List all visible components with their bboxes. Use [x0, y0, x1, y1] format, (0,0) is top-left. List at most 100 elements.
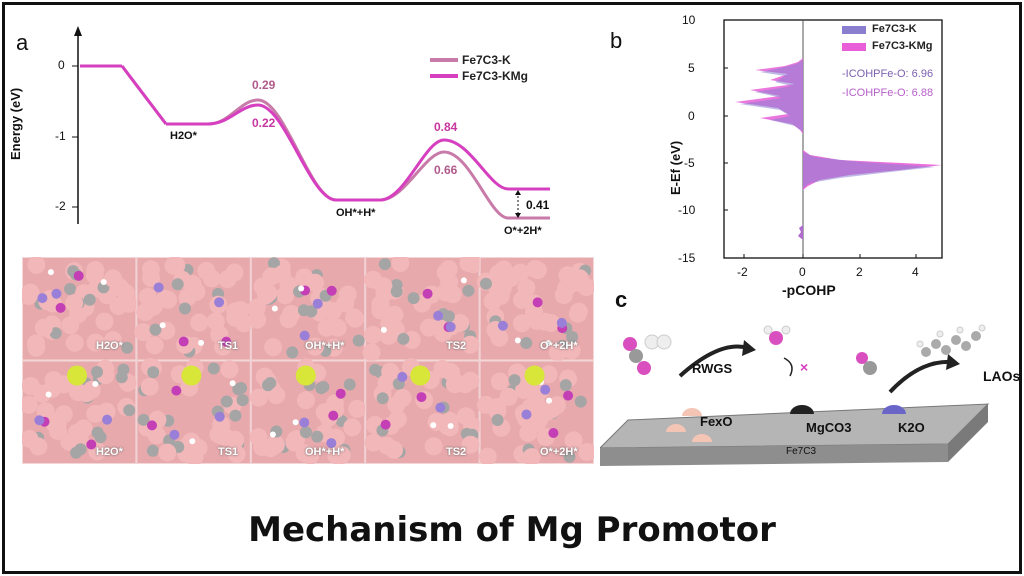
h-atom: [545, 340, 552, 347]
fe-atom: [490, 372, 509, 391]
c-atom: [64, 283, 77, 296]
fe-atom: [22, 286, 38, 305]
k-atom: [445, 321, 456, 332]
o-atom: [532, 297, 543, 308]
fe-atom: [526, 260, 545, 279]
fe-atom: [461, 435, 480, 454]
h-atom: [460, 277, 467, 284]
slab-label-r1-ts2: TS2: [446, 340, 467, 352]
c-atom: [390, 285, 403, 298]
fexo-particle-2: [666, 424, 686, 432]
fe-atom: [306, 273, 325, 292]
co-o: [856, 352, 868, 364]
series-fe7c3-kmg: [80, 64, 550, 202]
o-atom: [380, 419, 391, 430]
c-atom: [559, 379, 572, 392]
legend-swatch-k: [842, 26, 866, 34]
c-atom: [508, 374, 521, 387]
barrier-ts1-k: 0.29: [252, 78, 276, 92]
pcohp-ytick-5: 5: [688, 61, 695, 75]
c-atom: [178, 302, 191, 315]
fe-atom: [483, 292, 502, 311]
pcohp-y-axis-label: E-Ef (eV): [668, 140, 683, 195]
pcohp-chart: [723, 19, 943, 259]
fe-atom: [489, 264, 508, 283]
fe-atom: [259, 284, 278, 303]
pcohp-ytick-10: 10: [682, 13, 696, 27]
mg-atom: [410, 365, 431, 386]
c-atom: [407, 292, 420, 305]
pcohp-ytick-m5: -5: [684, 156, 695, 170]
fe-atom: [490, 328, 509, 347]
blocked-mark: ×: [800, 359, 809, 375]
h-atom: [447, 422, 454, 429]
fe-atom: [61, 316, 80, 335]
fe-atom: [109, 297, 128, 316]
fe-atom: [317, 318, 336, 337]
fe-atom: [65, 294, 84, 313]
fe-atom: [578, 443, 594, 462]
pcohp-xtick-0: 0: [799, 265, 806, 279]
fe-atom: [68, 383, 87, 402]
c-atom: [563, 450, 576, 463]
fe-atom: [29, 437, 48, 456]
fe-atom: [439, 260, 458, 279]
k-atom: [556, 317, 567, 328]
fe-atom: [393, 388, 412, 407]
fe-atom: [145, 336, 164, 355]
c-atom: [91, 365, 104, 378]
o-atom: [178, 336, 189, 347]
c-atom: [376, 392, 389, 405]
y-axis-arrow: [74, 26, 82, 36]
fe-atom: [375, 283, 394, 302]
fe-atom: [220, 360, 239, 379]
fe-atom: [456, 407, 475, 426]
o-atom: [146, 420, 157, 431]
substrate-side: [948, 404, 988, 462]
o-atom: [422, 288, 433, 299]
state-o-2h: O*+2H*: [504, 225, 542, 237]
c-atom: [123, 404, 136, 417]
series-fe7c3-k: [80, 64, 550, 220]
h-atom: [380, 326, 387, 333]
fe-atom: [362, 343, 381, 362]
c-atom: [264, 377, 277, 390]
fe-atom: [513, 290, 532, 309]
fe-atom: [67, 423, 86, 442]
fe-atom: [548, 343, 567, 362]
pcohp-xtick-m2: -2: [737, 265, 748, 279]
fe-atom: [295, 444, 314, 463]
fe-atom: [54, 405, 73, 424]
pcohp-x-axis-label: -pCOHP: [782, 282, 836, 298]
c-atom: [83, 293, 96, 306]
fe-atom: [34, 318, 53, 337]
fe-atom: [248, 310, 267, 329]
fe-atom: [371, 299, 390, 318]
fe-atom: [554, 286, 573, 305]
fe-atom: [22, 376, 40, 395]
h-atom: [430, 422, 437, 429]
h-atom: [271, 305, 278, 312]
fe-atom: [570, 269, 589, 288]
barrier-ts2-kmg: 0.84: [434, 120, 458, 134]
k-atom: [34, 415, 45, 426]
slab-label-r1-oh: OH*+H*: [305, 340, 345, 352]
fe-atom: [499, 387, 518, 406]
h2o-arrow: [783, 357, 793, 377]
c-atom: [491, 413, 504, 426]
o-atom: [86, 439, 97, 450]
c-atom: [229, 409, 242, 422]
fe-atom: [225, 263, 244, 282]
k-atom: [169, 429, 180, 440]
h-atom: [92, 381, 99, 388]
fe-atom: [442, 363, 461, 382]
c-atom: [207, 362, 220, 375]
c-atom: [299, 426, 312, 439]
fe-atom: [264, 338, 283, 357]
c-atom: [121, 341, 134, 354]
fe-atom: [202, 269, 221, 288]
pcohp-low-feature: [798, 225, 803, 240]
fe-atom: [537, 402, 556, 421]
fe-atom: [226, 430, 245, 449]
delta-energy: 0.41: [526, 198, 550, 212]
